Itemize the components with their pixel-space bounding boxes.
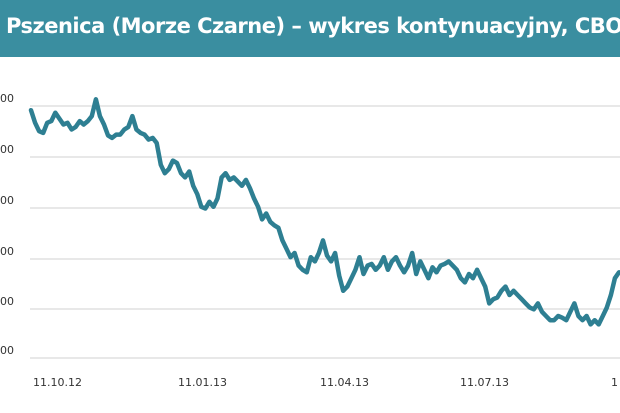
x-tick-label: 11.10.12 (33, 376, 82, 389)
x-tick-label: 1 (611, 376, 618, 389)
y-tick-label: 00 (0, 194, 14, 207)
grid-lines (30, 105, 620, 359)
y-tick-label: 00 (0, 92, 14, 105)
series-group (28, 97, 620, 327)
x-axis-ticks: 11.10.12 11.01.13 11.04.13 11.07.13 1 (33, 376, 618, 389)
y-tick-label: 00 (0, 245, 14, 258)
y-tick-label: 00 (0, 295, 14, 308)
x-tick-label: 11.04.13 (320, 376, 369, 389)
y-axis-ticks: 00 00 00 00 00 00 (0, 92, 14, 357)
x-tick-label: 11.01.13 (178, 376, 227, 389)
price-series-line (28, 97, 620, 327)
title-bar: Pszenica (Morze Czarne) – wykres kontynu… (0, 0, 620, 57)
y-tick-label: 00 (0, 143, 14, 156)
x-tick-label: 11.07.13 (460, 376, 509, 389)
y-tick-label: 00 (0, 344, 14, 357)
chart-title: Pszenica (Morze Czarne) – wykres kontynu… (6, 14, 620, 38)
